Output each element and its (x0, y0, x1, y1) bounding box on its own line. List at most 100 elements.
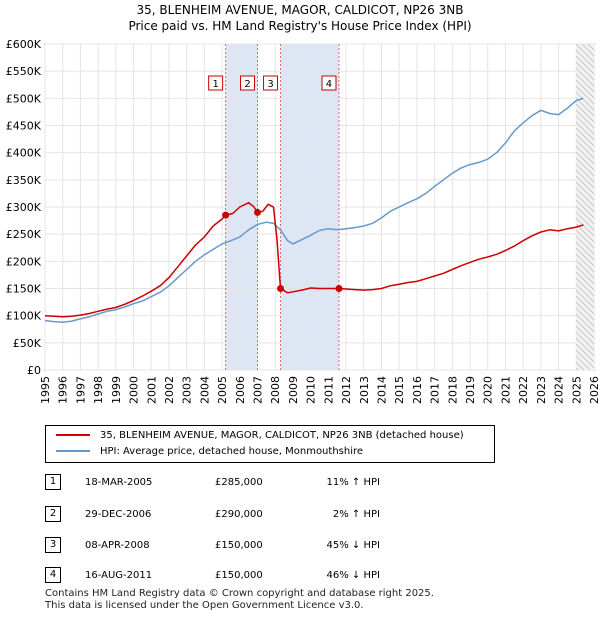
sale-marker-box (208, 75, 224, 91)
forecast-hatch-line (576, 110, 595, 129)
forecast-hatch-line (576, 44, 595, 63)
sale-row: 2 29-DEC-2006 £290,000 2% ↑ HPI (45, 506, 465, 524)
x-tick-label: 2020 (482, 376, 495, 404)
x-tick-label: 1999 (110, 376, 123, 404)
x-tick-label: 2002 (163, 376, 176, 404)
price-chart: 1 2 3 4 £0 £50K £100K £150K £200K £250K £300K £350… (6, 38, 600, 404)
sale-price: £290,000 (215, 509, 263, 520)
x-tick-label: 2025 (570, 376, 583, 404)
forecast-hatch-line (576, 260, 595, 279)
forecast-hatch-line (576, 92, 595, 111)
y-tick-label: £250K (6, 228, 42, 241)
forecast-hatch-line (576, 80, 595, 99)
sale-markers (222, 208, 343, 292)
sale-hpi-change: 2% ↑ HPI (332, 509, 380, 520)
forecast-region (576, 44, 594, 370)
forecast-hatch-line (576, 338, 595, 357)
forecast-hatch-line (576, 104, 595, 123)
forecast-hatch-line (576, 194, 595, 213)
forecast-hatch-line (576, 188, 595, 207)
x-tick-label: 2017 (429, 376, 442, 404)
forecast-hatch-line (581, 43, 595, 57)
footer-licence: This data is licensed under the Open Gov… (45, 600, 364, 611)
x-tick-label: 2015 (393, 376, 406, 404)
y-tick-label: £50K (13, 337, 42, 350)
y-tick-label: £150K (6, 283, 42, 296)
sale-price: £285,000 (215, 477, 263, 488)
forecast-hatch-line (576, 86, 595, 105)
sale-date: 16-AUG-2011 (85, 570, 153, 581)
legend-label-hpi: HPI: Average price, detached house, Monm… (100, 446, 364, 457)
x-tick-label: 2007 (252, 376, 265, 404)
sale-hpi-change: 46% ↓ HPI (326, 570, 380, 581)
y-tick-label: £350K (6, 174, 42, 187)
sale-badge: 4 (45, 567, 61, 583)
x-tick-label: 2009 (287, 376, 300, 404)
forecast-hatch-line (576, 236, 595, 255)
sale-point (222, 211, 230, 219)
x-tick-label: 2010 (305, 376, 318, 404)
footer: Contains HM Land Registry data © Crown c… (45, 588, 434, 612)
chart-title-line1: 35, BLENHEIM AVENUE, MAGOR, CALDICOT, NP… (136, 3, 464, 17)
sale-badge: 3 (45, 537, 61, 553)
forecast-hatch-line (576, 212, 595, 231)
legend-swatch-red (56, 434, 90, 436)
sale-marker-box (321, 75, 337, 91)
forecast-hatch-line (576, 254, 595, 273)
forecast-hatch-line (576, 284, 595, 303)
forecast-hatch-line (576, 248, 595, 267)
forecast-hatch-line (576, 242, 595, 261)
series-lines (44, 97, 584, 323)
x-tick-label: 2008 (269, 376, 282, 404)
legend-item-price-paid: 35, BLENHEIM AVENUE, MAGOR, CALDICOT, NP… (56, 428, 464, 444)
grid-lines (44, 43, 595, 371)
y-tick-label: £600K (6, 38, 42, 51)
forecast-hatch-line (576, 62, 595, 81)
x-tick-label: 2026 (588, 376, 600, 404)
x-tick-label: 2022 (517, 376, 530, 404)
x-tick-label: 2005 (216, 376, 229, 404)
sale-row: 1 18-MAR-2005 £285,000 11% ↑ HPI (45, 474, 465, 492)
sale-price: £150,000 (215, 570, 263, 581)
forecast-hatch-line (576, 134, 595, 153)
legend-swatch-blue (56, 450, 90, 452)
forecast-hatch-line (576, 296, 595, 315)
forecast-hatch-line (576, 332, 595, 351)
x-tick-label: 2018 (446, 376, 459, 404)
x-tick-label: 1996 (57, 376, 70, 404)
y-tick-label: £450K (6, 120, 42, 133)
forecast-hatch-line (576, 368, 579, 371)
x-tick-label: 2023 (535, 376, 548, 404)
x-tick-label: 2003 (181, 376, 194, 404)
forecast-hatch-line (576, 290, 595, 309)
forecast-hatch-line (576, 152, 595, 171)
forecast-hatch-line (576, 158, 595, 177)
x-tick-label: 2011 (322, 376, 335, 404)
x-tick-label: 2016 (411, 376, 424, 404)
sale-hpi-change: 11% ↑ HPI (326, 477, 380, 488)
sale-marker-label: 3 (267, 79, 273, 90)
sale-point (277, 285, 285, 292)
y-axis-ticks: £0 £50K £100K £150K £200K £250K £300K £350K £400… (6, 38, 42, 377)
x-tick-label: 2001 (145, 376, 158, 404)
forecast-hatch-line (576, 50, 595, 69)
forecast-hatch-line (576, 170, 595, 189)
sale-point (335, 285, 343, 292)
forecast-hatch-line (576, 218, 595, 237)
sale-date: 18-MAR-2005 (85, 477, 153, 488)
forecast-hatch-line (576, 176, 595, 195)
forecast-hatch-line (576, 56, 595, 75)
forecast-hatch-line (576, 224, 595, 243)
sale-badge: 2 (45, 506, 61, 522)
legend: 35, BLENHEIM AVENUE, MAGOR, CALDICOT, NP… (45, 425, 495, 463)
y-tick-label: £0 (27, 364, 41, 377)
forecast-hatch-line (576, 122, 595, 141)
price-paid-line (44, 201, 584, 318)
sale-date: 29-DEC-2006 (85, 509, 152, 520)
sale-row: 4 16-AUG-2011 £150,000 46% ↓ HPI (45, 567, 465, 585)
sale-marker-box (240, 75, 256, 91)
forecast-hatch-line (576, 344, 595, 363)
forecast-hatch-line (576, 68, 595, 87)
forecast-hatch-line (576, 356, 591, 371)
x-axis-ticks: 1995 1996 1997 1998 1999 2000 2001 2002 2003 2004… (39, 376, 600, 404)
